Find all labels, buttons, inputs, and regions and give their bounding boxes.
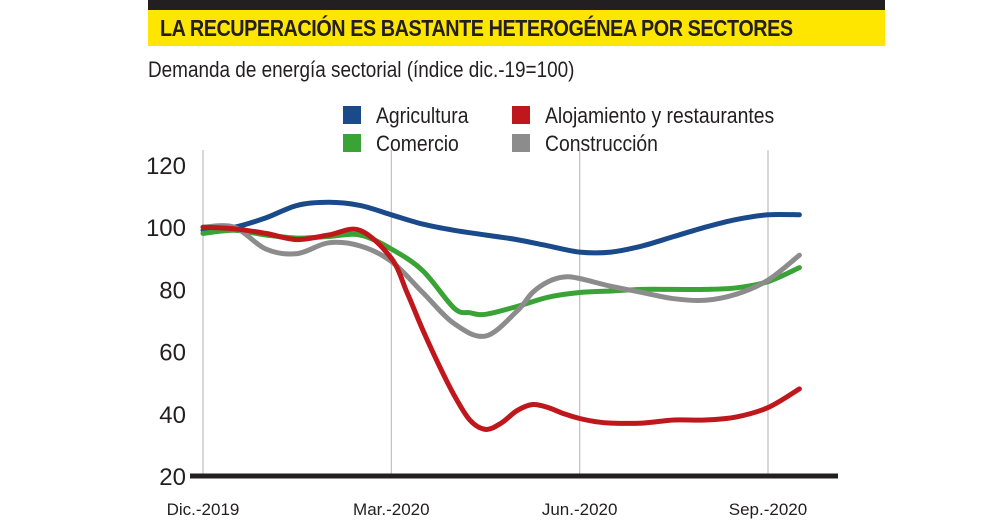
- x-tick-label: Mar.-2020: [353, 500, 430, 519]
- y-tick-label: 60: [159, 340, 186, 367]
- y-tick-label: 20: [159, 464, 186, 491]
- x-tick-label: Dic.-2019: [167, 500, 240, 519]
- legend-label-construccion: Construcción: [545, 132, 658, 156]
- series-line-alojamiento-y-restaurantes: [200, 224, 802, 432]
- legend-swatch-agricultura: [343, 106, 361, 124]
- series-line-agricultura: [200, 199, 802, 256]
- legend-swatch-construccion: [512, 134, 530, 152]
- chart-subtitle: Demanda de energía sectorial (índice dic…: [148, 57, 575, 82]
- legend-swatch-comercio: [343, 134, 361, 152]
- legend-swatch-alojamiento-y-restaurantes: [512, 106, 530, 124]
- top-bar: [148, 0, 885, 10]
- y-tick-label: 120: [146, 153, 186, 180]
- series-line-construccion: [200, 223, 802, 339]
- chart-title: LA RECUPERACIÓN ES BASTANTE HETEROGÉNEA …: [160, 15, 793, 41]
- legend-label-alojamiento-y-restaurantes: Alojamiento y restaurantes: [545, 104, 774, 128]
- y-tick-label: 80: [159, 277, 186, 304]
- x-tick-label: Jun.-2020: [542, 500, 618, 519]
- title-banner: LA RECUPERACIÓN ES BASTANTE HETEROGÉNEA …: [148, 10, 885, 46]
- y-tick-label: 40: [159, 402, 186, 429]
- legend-label-agricultura: Agricultura: [376, 104, 469, 128]
- x-tick-label: Sep.-2020: [729, 500, 807, 519]
- legend-label-comercio: Comercio: [376, 132, 459, 156]
- y-tick-label: 100: [146, 215, 186, 242]
